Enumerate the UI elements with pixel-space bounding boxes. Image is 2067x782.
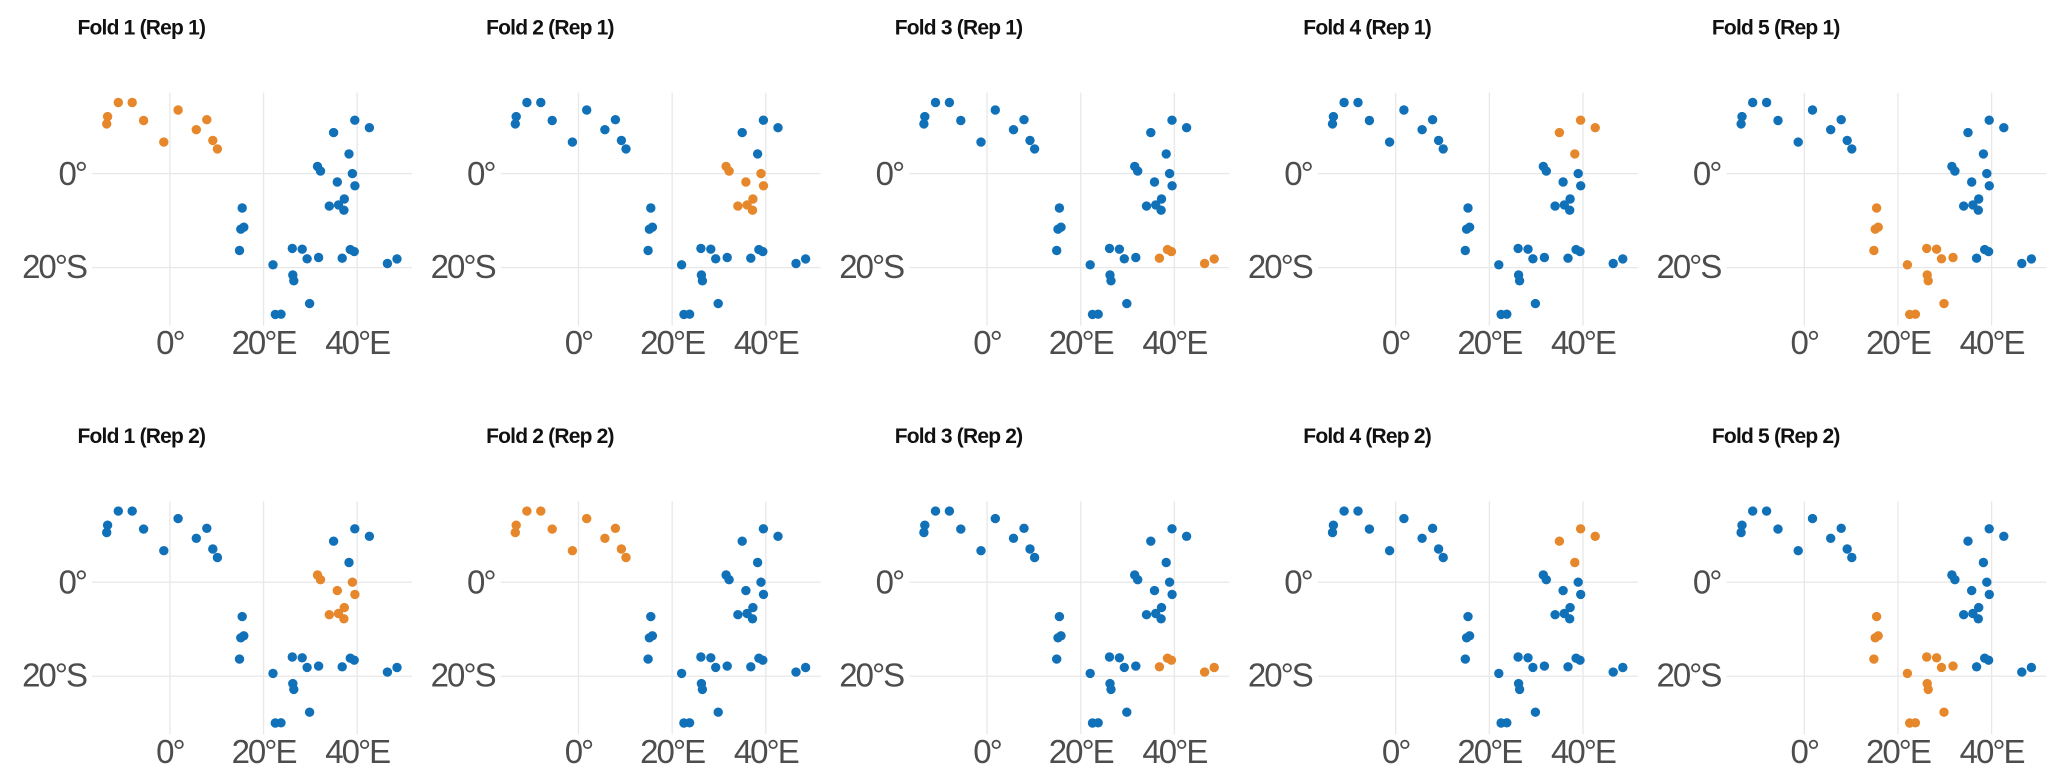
svg-text:20°E: 20°E [1457, 733, 1522, 770]
svg-text:0°: 0° [156, 733, 184, 770]
svg-text:0°: 0° [1284, 155, 1312, 192]
svg-text:20°E: 20°E [232, 324, 297, 361]
svg-text:0°: 0° [565, 733, 593, 770]
svg-text:Fold 2 (Rep 2): Fold 2 (Rep 2) [486, 425, 614, 448]
svg-text:20°E: 20°E [640, 733, 705, 770]
svg-text:20°S: 20°S [22, 248, 87, 285]
svg-text:0°: 0° [156, 324, 184, 361]
svg-text:40°E: 40°E [1142, 324, 1207, 361]
svg-text:0°: 0° [1693, 155, 1721, 192]
svg-text:20°E: 20°E [1866, 733, 1931, 770]
svg-text:0°: 0° [1791, 324, 1819, 361]
svg-text:0°: 0° [1693, 564, 1721, 601]
svg-text:40°E: 40°E [1551, 733, 1616, 770]
svg-text:40°E: 40°E [1960, 324, 2025, 361]
svg-text:0°: 0° [876, 564, 904, 601]
svg-text:20°S: 20°S [431, 248, 496, 285]
svg-text:0°: 0° [58, 155, 86, 192]
svg-text:0°: 0° [1284, 564, 1312, 601]
svg-text:40°E: 40°E [1551, 324, 1616, 361]
svg-text:0°: 0° [1791, 733, 1819, 770]
svg-text:40°E: 40°E [734, 733, 799, 770]
svg-text:20°E: 20°E [1457, 324, 1522, 361]
svg-text:Fold 3 (Rep 2): Fold 3 (Rep 2) [895, 425, 1023, 448]
svg-text:0°: 0° [467, 564, 495, 601]
svg-text:20°S: 20°S [1248, 657, 1313, 694]
svg-text:20°E: 20°E [640, 324, 705, 361]
svg-text:20°E: 20°E [1049, 733, 1114, 770]
svg-text:20°S: 20°S [839, 248, 904, 285]
svg-text:Fold 5 (Rep 2): Fold 5 (Rep 2) [1712, 425, 1840, 448]
svg-text:20°S: 20°S [431, 657, 496, 694]
svg-text:20°E: 20°E [232, 733, 297, 770]
svg-text:40°E: 40°E [1960, 733, 2025, 770]
svg-text:Fold 1 (Rep 2): Fold 1 (Rep 2) [78, 425, 206, 448]
svg-text:20°E: 20°E [1866, 324, 1931, 361]
svg-text:20°S: 20°S [1656, 248, 1721, 285]
svg-text:Fold 5 (Rep 1): Fold 5 (Rep 1) [1712, 17, 1840, 40]
svg-text:Fold 4 (Rep 1): Fold 4 (Rep 1) [1303, 17, 1431, 40]
svg-text:0°: 0° [467, 155, 495, 192]
svg-text:0°: 0° [1382, 324, 1410, 361]
svg-text:20°E: 20°E [1049, 324, 1114, 361]
svg-text:0°: 0° [876, 155, 904, 192]
svg-text:0°: 0° [565, 324, 593, 361]
svg-text:20°S: 20°S [839, 657, 904, 694]
svg-text:40°E: 40°E [1142, 733, 1207, 770]
svg-text:0°: 0° [973, 733, 1001, 770]
svg-text:0°: 0° [58, 564, 86, 601]
svg-text:40°E: 40°E [325, 324, 390, 361]
svg-text:20°S: 20°S [1656, 657, 1721, 694]
svg-text:0°: 0° [973, 324, 1001, 361]
svg-text:0°: 0° [1382, 733, 1410, 770]
svg-text:40°E: 40°E [734, 324, 799, 361]
svg-text:Fold 4 (Rep 2): Fold 4 (Rep 2) [1303, 425, 1431, 448]
svg-text:40°E: 40°E [325, 733, 390, 770]
svg-text:Fold 2 (Rep 1): Fold 2 (Rep 1) [486, 17, 614, 40]
svg-text:20°S: 20°S [1248, 248, 1313, 285]
svg-text:Fold 1 (Rep 1): Fold 1 (Rep 1) [78, 17, 206, 40]
svg-text:20°S: 20°S [22, 657, 87, 694]
svg-text:Fold 3 (Rep 1): Fold 3 (Rep 1) [895, 17, 1023, 40]
